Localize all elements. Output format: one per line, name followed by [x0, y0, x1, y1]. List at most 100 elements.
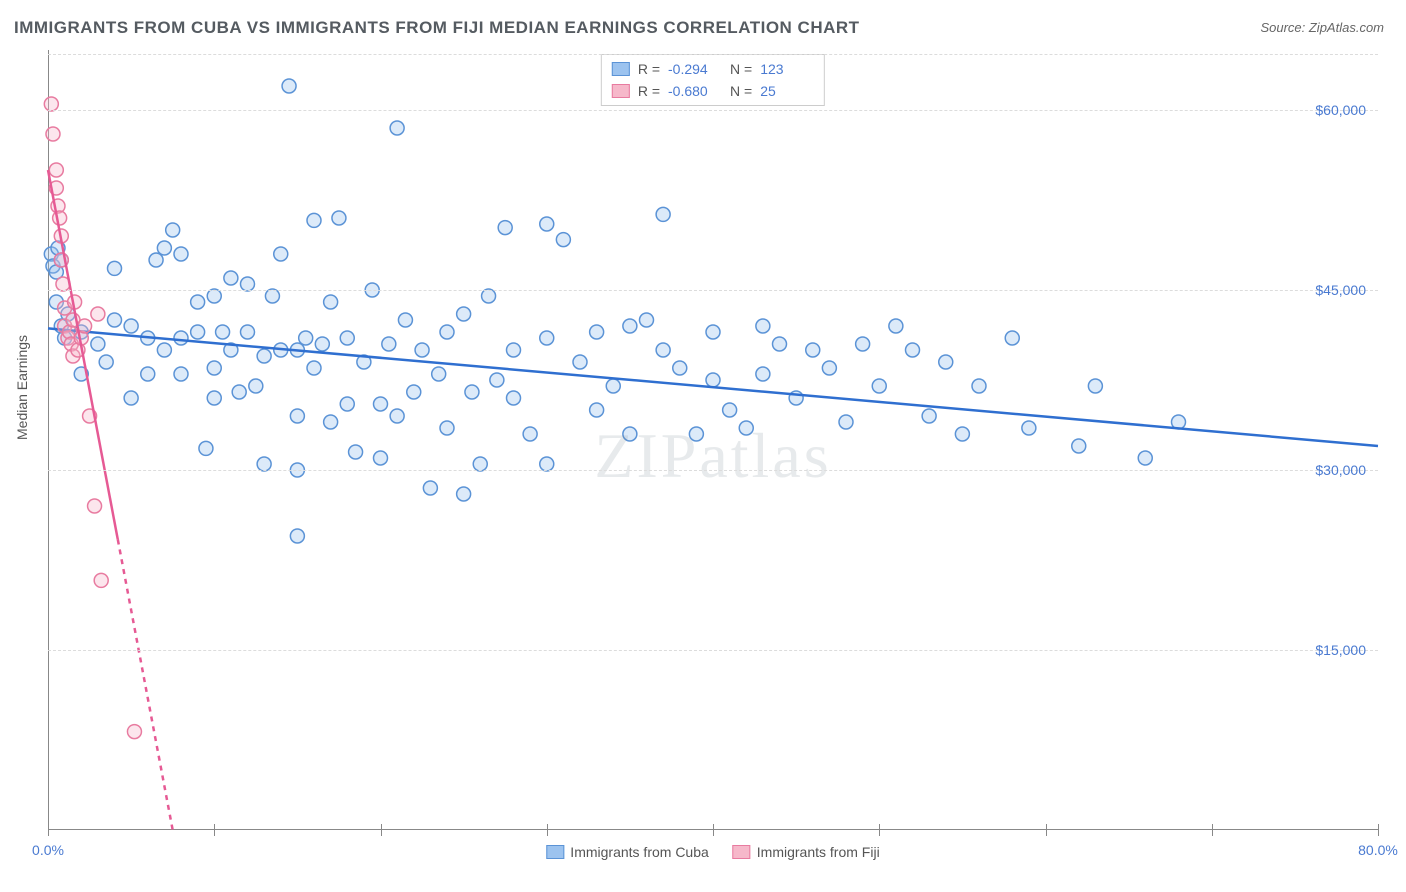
trend-line — [48, 328, 1378, 446]
gridline-h — [48, 650, 1378, 651]
data-point — [889, 319, 903, 333]
swatch-fiji — [612, 84, 630, 98]
data-point — [465, 385, 479, 399]
data-point — [673, 361, 687, 375]
legend-row-cuba: R = -0.294 N = 123 — [612, 58, 814, 80]
data-point — [99, 355, 113, 369]
r-value-fiji: -0.680 — [668, 83, 722, 99]
x-tick — [381, 824, 382, 836]
data-point — [94, 573, 108, 587]
data-point — [44, 97, 58, 111]
data-point — [174, 367, 188, 381]
data-point — [91, 307, 105, 321]
data-point — [299, 331, 313, 345]
data-point — [440, 325, 454, 339]
data-point — [290, 529, 304, 543]
data-point — [324, 415, 338, 429]
data-point — [382, 337, 396, 351]
data-point — [249, 379, 263, 393]
swatch-cuba — [546, 845, 564, 859]
data-point — [573, 355, 587, 369]
data-point — [265, 289, 279, 303]
data-point — [282, 79, 296, 93]
x-tick — [879, 824, 880, 836]
data-point — [556, 233, 570, 247]
n-label: N = — [730, 83, 752, 99]
data-point — [340, 331, 354, 345]
data-point — [207, 361, 221, 375]
data-point — [939, 355, 953, 369]
legend-row-fiji: R = -0.680 N = 25 — [612, 80, 814, 102]
data-point — [739, 421, 753, 435]
data-point — [191, 295, 205, 309]
x-tick — [547, 824, 548, 836]
data-point — [540, 457, 554, 471]
x-tick — [713, 824, 714, 836]
x-tick — [1046, 824, 1047, 836]
data-point — [955, 427, 969, 441]
data-point — [723, 403, 737, 417]
data-point — [473, 457, 487, 471]
data-point — [216, 325, 230, 339]
gridline-h — [48, 110, 1378, 111]
r-label: R = — [638, 83, 660, 99]
x-tick-label: 80.0% — [1358, 842, 1398, 858]
data-point — [374, 451, 388, 465]
data-point — [756, 367, 770, 381]
data-point — [274, 247, 288, 261]
data-point — [374, 397, 388, 411]
data-point — [207, 289, 221, 303]
data-point — [856, 337, 870, 351]
series-legend: Immigrants from Cuba Immigrants from Fij… — [546, 844, 879, 860]
x-tick — [48, 824, 49, 836]
data-point — [457, 487, 471, 501]
swatch-fiji — [733, 845, 751, 859]
data-point — [127, 725, 141, 739]
data-point — [706, 325, 720, 339]
legend-item-cuba: Immigrants from Cuba — [546, 844, 708, 860]
data-point — [88, 499, 102, 513]
data-point — [324, 295, 338, 309]
data-point — [174, 247, 188, 261]
data-point — [157, 241, 171, 255]
scatter-svg — [48, 50, 1378, 830]
x-tick-label: 0.0% — [32, 842, 64, 858]
x-tick — [1212, 824, 1213, 836]
legend-label-cuba: Immigrants from Cuba — [570, 844, 708, 860]
data-point — [590, 325, 604, 339]
data-point — [157, 343, 171, 357]
data-point — [1138, 451, 1152, 465]
data-point — [706, 373, 720, 387]
x-tick — [214, 824, 215, 836]
data-point — [290, 409, 304, 423]
data-point — [432, 367, 446, 381]
data-point — [332, 211, 346, 225]
data-point — [822, 361, 836, 375]
legend-item-fiji: Immigrants from Fiji — [733, 844, 880, 860]
data-point — [390, 409, 404, 423]
data-point — [423, 481, 437, 495]
data-point — [507, 391, 521, 405]
data-point — [124, 319, 138, 333]
n-value-fiji: 25 — [760, 83, 814, 99]
data-point — [149, 253, 163, 267]
data-point — [398, 313, 412, 327]
data-point — [906, 343, 920, 357]
data-point — [257, 349, 271, 363]
y-tick-label: $30,000 — [1315, 462, 1366, 478]
data-point — [457, 307, 471, 321]
data-point — [415, 343, 429, 357]
data-point — [407, 385, 421, 399]
data-point — [232, 385, 246, 399]
data-point — [656, 343, 670, 357]
data-point — [349, 445, 363, 459]
data-point — [523, 427, 537, 441]
y-tick-label: $60,000 — [1315, 102, 1366, 118]
data-point — [756, 319, 770, 333]
n-value-cuba: 123 — [760, 61, 814, 77]
data-point — [390, 121, 404, 135]
data-point — [224, 271, 238, 285]
data-point — [1005, 331, 1019, 345]
data-point — [872, 379, 886, 393]
data-point — [498, 221, 512, 235]
